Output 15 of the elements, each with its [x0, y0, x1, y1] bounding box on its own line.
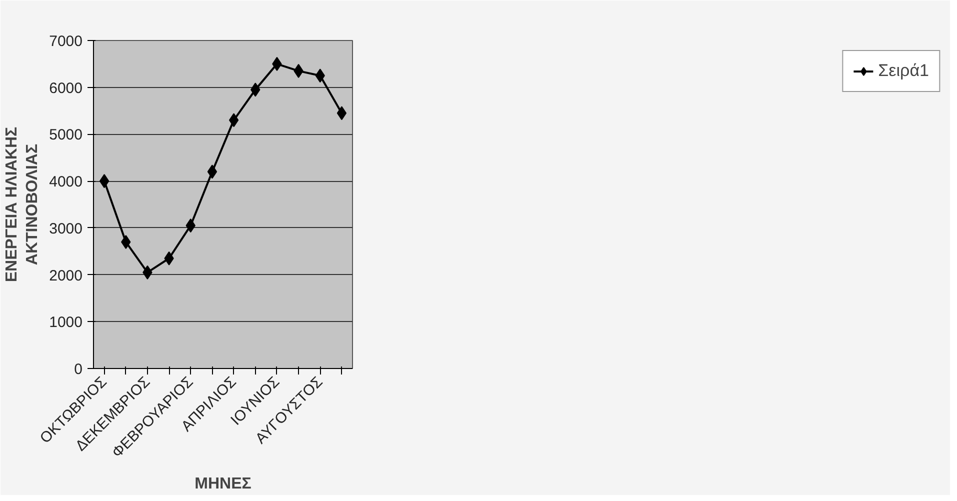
y-tick-label: 3000 — [49, 220, 83, 238]
y-tick-label: 0 — [74, 361, 82, 378]
point — [99, 174, 110, 188]
y-tick-label: 7000 — [49, 33, 83, 50]
y-tick-label: 4000 — [49, 174, 83, 191]
y-tick-label: 5000 — [49, 126, 83, 144]
point — [228, 113, 239, 128]
y-tick-label: 6000 — [49, 80, 83, 97]
legend-label: Σειρά1 — [878, 61, 929, 81]
y-axis-title: ΕΝΕΡΓΕΙΑ ΗΛΙΑΚΗΣ ΑΚΤΙΝΟΒΟΛΙΑΣ — [4, 126, 42, 282]
point — [207, 164, 218, 179]
x-axis-title: ΜΗΝΕΣ — [194, 475, 252, 492]
point — [336, 106, 347, 120]
y-tick-label: 1000 — [49, 314, 83, 332]
y-tick-label: 2000 — [49, 267, 83, 284]
